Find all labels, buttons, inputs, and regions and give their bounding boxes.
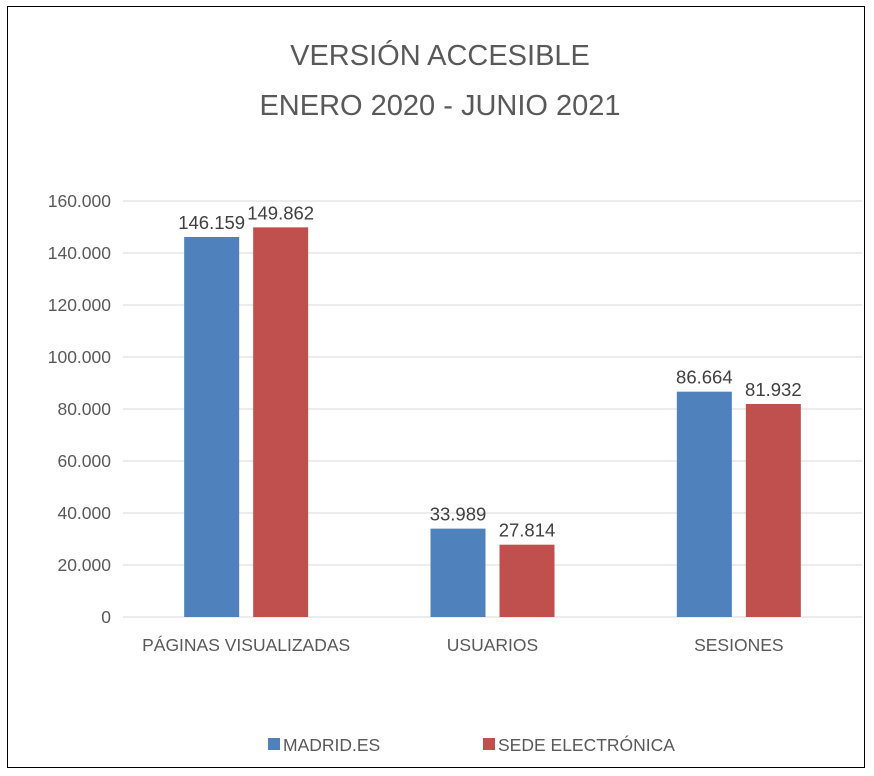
y-tick-label: 120.000 [48,295,112,315]
data-label: 27.814 [499,520,556,541]
bar [676,391,732,617]
chart-title: VERSIÓN ACCESIBLE ENERO 2020 - JUNIO 202… [259,39,620,122]
y-axis-tick-labels: 0 20.000 40.000 60.000 80.000 100.000 120.000 1… [48,191,112,627]
data-labels: 146.159 149.862 33.989 27.814 86.664 81.932 [178,202,801,540]
y-tick-label: 60.000 [57,451,111,471]
data-label: 86.664 [676,367,733,388]
bar [499,544,555,617]
y-tick-label: 100.000 [48,347,112,367]
x-category-label: USUARIOS [447,635,538,655]
legend-label: MADRID.ES [283,735,380,755]
bar [430,528,486,617]
bar [253,227,309,617]
y-tick-label: 160.000 [48,191,112,211]
x-axis-category-labels: PÁGINAS VISUALIZADAS USUARIOS SESIONES [142,635,783,655]
data-label: 33.989 [430,504,487,525]
x-category-label: SESIONES [694,635,783,655]
x-category-label: PÁGINAS VISUALIZADAS [142,635,350,655]
data-label: 149.862 [247,202,314,223]
legend-swatch [483,738,495,750]
y-tick-label: 20.000 [57,555,111,575]
y-tick-label: 40.000 [57,503,111,523]
bar [184,236,240,617]
data-label: 146.159 [178,212,245,233]
chart-area [7,6,865,768]
gridlines [123,200,862,618]
chart-title-line-2: ENERO 2020 - JUNIO 2021 [259,90,620,122]
y-tick-label: 80.000 [57,399,111,419]
legend-swatch [268,738,280,750]
y-tick-label: 140.000 [48,243,112,263]
legend: MADRID.ES SEDE ELECTRÓNICA [268,734,675,755]
chart-title-line-1: VERSIÓN ACCESIBLE [290,39,590,72]
bar [745,403,801,617]
legend-label: SEDE ELECTRÓNICA [498,734,675,755]
data-label: 81.932 [745,379,802,400]
bars [184,227,801,617]
y-tick-label: 0 [101,607,111,627]
